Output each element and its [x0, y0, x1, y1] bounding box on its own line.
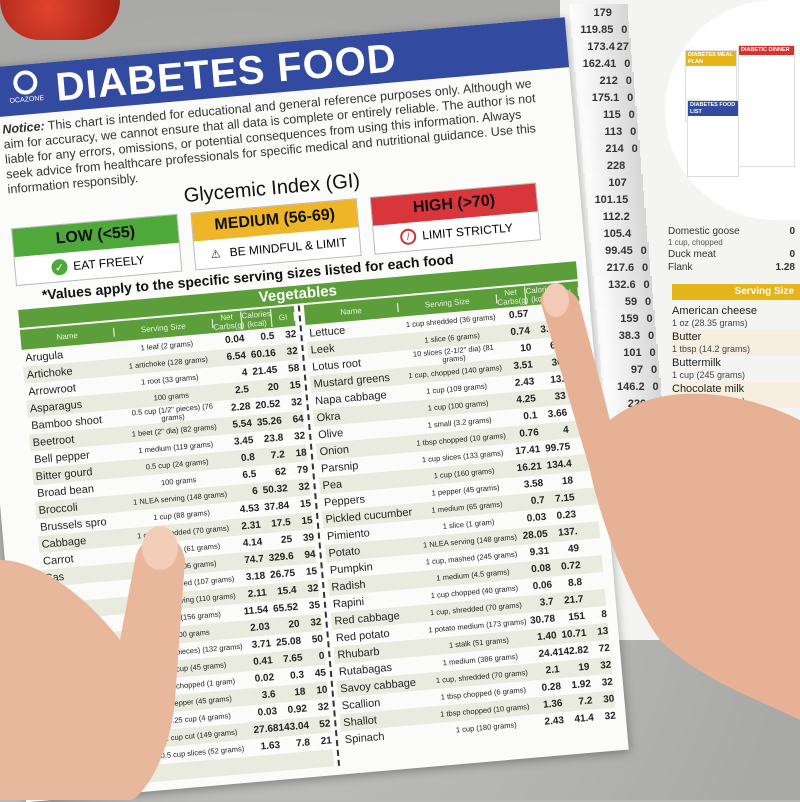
calorie-row: 99.45 0 — [590, 242, 649, 259]
calorie-value: 217.6 — [606, 261, 635, 274]
calorie-value: 59 — [624, 295, 638, 308]
meat-name: Flank — [668, 262, 693, 273]
gi-value: 0 — [621, 23, 628, 36]
calorie-row: 159 0 — [596, 310, 655, 327]
dairy-serving: 1 oz (28.35 grams) — [672, 318, 748, 328]
calorie-value: 162.41 — [582, 57, 617, 70]
calorie-value: 112.2 — [602, 210, 630, 223]
calorie-value: 175.1 — [591, 91, 620, 104]
calorie-value: 159 — [620, 312, 639, 325]
dairy-name: Chocolate milk — [672, 383, 745, 395]
meat-list: Domestic goose 0 1 cup, chopped Duck meat 0 F… — [668, 225, 798, 274]
dairy-name: Butter — [672, 331, 702, 343]
gi-value: 0 — [628, 108, 635, 121]
dairy-serving: 1 tbsp (14.2 grams) — [672, 344, 751, 354]
calorie-value: 214 — [605, 142, 624, 155]
calorie-value: 101.15 — [594, 193, 629, 206]
gi-value: 0 — [640, 244, 647, 257]
calorie-row: 179 — [569, 4, 628, 21]
gi-value: 0 — [624, 57, 631, 70]
calorie-row: 119.85 0 — [571, 21, 630, 38]
inset-dinner: DIABETIC DINNER — [738, 45, 795, 167]
dairy-header: Serving Size — [672, 284, 800, 300]
gi-value: 27 — [616, 40, 629, 53]
gi-value: 0 — [646, 312, 653, 325]
right-hand — [540, 287, 800, 720]
gi-value: 0 — [642, 261, 649, 274]
dairy-name: Buttermilk — [672, 357, 721, 369]
calorie-row: 146.2 0 — [602, 378, 661, 395]
inset-meal-plan-title: DIABETES MEAL PLAN — [686, 51, 736, 66]
gi-value: 0 — [625, 74, 632, 87]
tomato-photo — [0, 0, 120, 40]
dairy-serving: 1 cup (245 grams) — [672, 370, 746, 380]
inset-food-list: DIABETES FOOD LIST — [687, 100, 739, 177]
left-thumbnail — [142, 526, 178, 570]
calorie-value: 179 — [593, 6, 612, 19]
calorie-value: 101 — [623, 346, 642, 359]
meat-serving: 1 cup, chopped — [668, 238, 723, 247]
calorie-value: 38.3 — [618, 329, 641, 342]
meat-row: Duck meat 0 — [668, 248, 798, 261]
right-fingernail — [543, 283, 569, 317]
calorie-value: 119.85 — [580, 23, 614, 36]
calorie-row: 162.41 0 — [574, 55, 633, 72]
calorie-value: 115 — [603, 108, 621, 121]
calorie-row: 175.1 0 — [577, 89, 636, 106]
calorie-row: 217.6 0 — [592, 259, 651, 276]
calorie-value: 97 — [630, 363, 644, 376]
calorie-row: 112.2 — [587, 208, 646, 225]
calorie-row: 38.3 0 — [598, 327, 657, 344]
calorie-row: 228 — [583, 157, 642, 174]
gi-value: 0 — [652, 380, 659, 393]
gi-value: 0 — [648, 329, 655, 342]
calorie-row: 107 — [584, 174, 643, 191]
calorie-value: 99.45 — [605, 244, 633, 257]
calorie-row: 214 0 — [581, 140, 640, 157]
calorie-value: 113 — [604, 125, 623, 138]
left-hand — [0, 535, 185, 800]
dairy-row: Buttermilk 1 cup (245 grams) — [672, 356, 800, 382]
calorie-value: 212 — [599, 74, 618, 87]
gi-value: 0 — [645, 295, 652, 308]
inset-dinner-title: DIABETIC DINNER — [739, 46, 794, 55]
dairy-name: American cheese — [672, 305, 757, 317]
calorie-value: 132.6 — [608, 278, 636, 291]
calorie-value: 105.4 — [603, 227, 632, 240]
calorie-row: 101.15 — [586, 191, 645, 208]
meat-row: Flank 1.28 — [668, 261, 798, 274]
calorie-row: 132.6 0 — [593, 276, 652, 293]
meat-name: Duck meat — [668, 249, 716, 260]
calorie-row: 173.4 27 — [572, 38, 631, 55]
calorie-row: 212 0 — [575, 72, 634, 89]
gi-value: 0 — [650, 363, 658, 376]
dairy-serving-header: Serving Size — [734, 286, 794, 297]
meat-name: Domestic goose — [668, 226, 740, 237]
meat-row: Domestic goose 0 1 cup, chopped — [668, 225, 798, 248]
calorie-row: 115 0 — [578, 106, 637, 123]
meat-value: 0 — [789, 249, 795, 260]
gi-value: 0 — [630, 125, 637, 138]
calorie-value: 228 — [606, 159, 626, 172]
gi-value: 0 — [631, 142, 638, 155]
meat-value: 0 — [789, 226, 795, 237]
gi-value: 0 — [627, 91, 634, 104]
calorie-row: 105.4 — [589, 225, 648, 242]
inset-food-list-title: DIABETES FOOD LIST — [688, 101, 738, 116]
gi-value: 0 — [649, 346, 656, 359]
calorie-value: 173.4 — [587, 40, 615, 53]
calorie-row: 97 0 — [601, 361, 660, 378]
calorie-row: 101 0 — [599, 344, 658, 361]
calorie-row: 59 0 — [595, 293, 654, 310]
dairy-row: Butter 1 tbsp (14.2 grams) — [672, 330, 800, 356]
dairy-row: American cheese 1 oz (28.35 grams) — [672, 304, 800, 330]
gi-value: 0 — [643, 278, 650, 291]
calorie-row: 113 0 — [580, 123, 639, 140]
calorie-value: 107 — [608, 176, 627, 189]
meat-value: 1.28 — [775, 262, 795, 273]
calorie-value: 146.2 — [617, 380, 645, 393]
